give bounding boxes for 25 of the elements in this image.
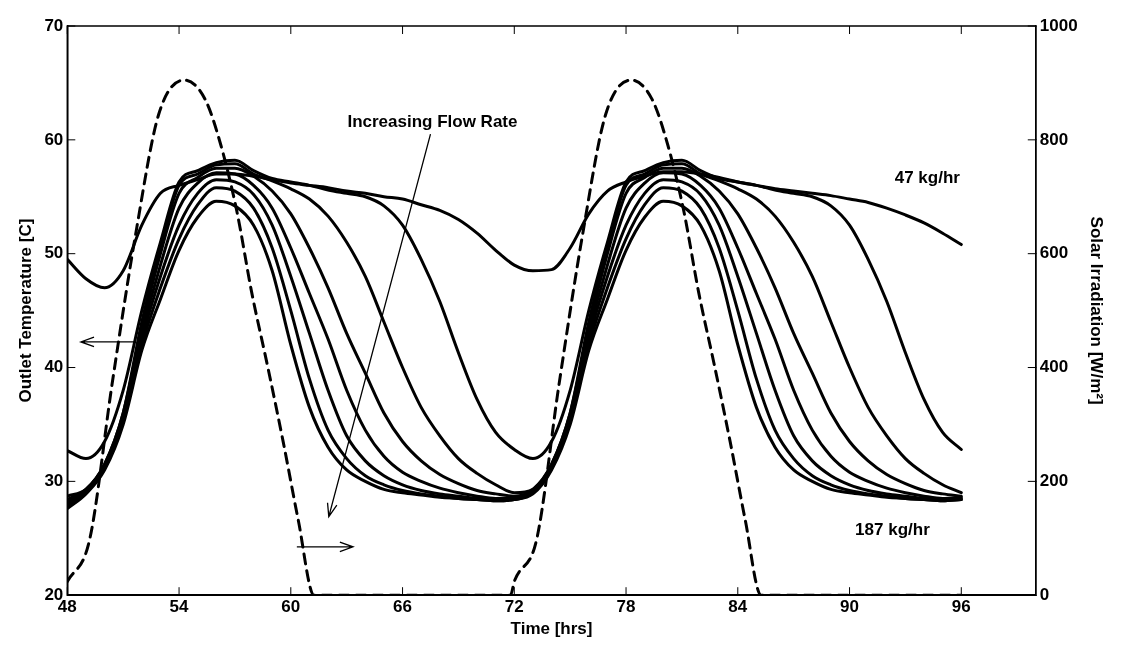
y-tick-label: 40: [44, 357, 64, 377]
y2-tick-label: 400: [1039, 357, 1069, 377]
y2-tick-label: 800: [1039, 129, 1069, 149]
y-tick-label: 30: [44, 471, 64, 491]
annotation: 187 kg/hr: [855, 520, 931, 539]
x-tick-label: 78: [616, 597, 636, 617]
y2-tick-label: 1000: [1039, 15, 1078, 35]
x-tick-label: 54: [169, 597, 190, 617]
x-tick-label: 60: [281, 597, 301, 617]
x-tick-label: 66: [393, 597, 413, 617]
y-tick-label: 60: [44, 129, 64, 149]
x-tick-label: 84: [728, 597, 748, 617]
y2-tick-label: 0: [1039, 584, 1050, 604]
annotation: 47 kg/hr: [894, 168, 961, 188]
annotation: Increasing Flow Rate: [347, 112, 518, 132]
x-tick-label: 72: [504, 597, 524, 617]
y2-axis-title: Solar Irradiation [W/m²]: [1087, 216, 1107, 405]
y-tick-label: 70: [44, 15, 64, 35]
y-tick-label: 50: [44, 243, 64, 263]
x-tick-label: 90: [840, 597, 859, 617]
x-tick-label: 96: [951, 597, 971, 617]
y2-tick-label: 600: [1039, 243, 1069, 263]
x-axis-title: Time [hrs]: [510, 619, 593, 639]
y-axis-title: Outlet Temperature [C]: [15, 218, 35, 403]
y2-tick-label: 200: [1039, 471, 1069, 491]
